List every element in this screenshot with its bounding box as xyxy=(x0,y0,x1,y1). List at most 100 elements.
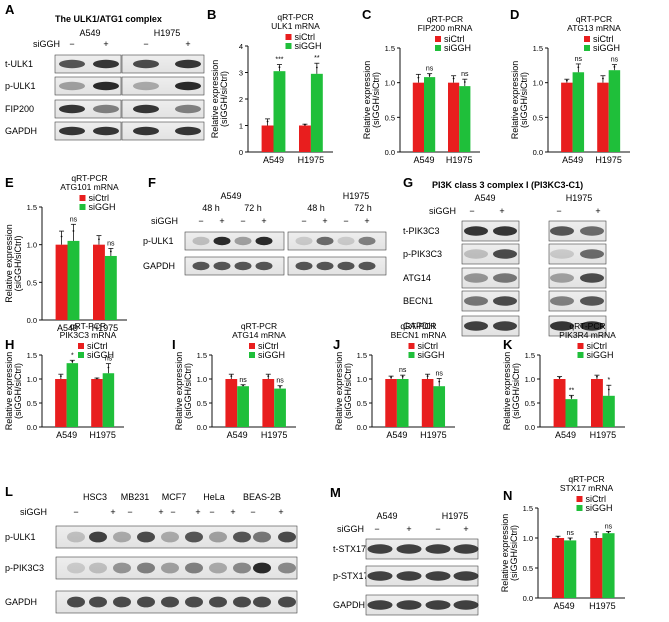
data-point xyxy=(71,360,74,363)
chart-title: qRT-PCR xyxy=(70,321,106,331)
legend-label: siCtrl xyxy=(418,341,439,351)
treatment-sign: + xyxy=(278,507,283,517)
x-tick-label: A549 xyxy=(386,430,407,440)
y-tick-label: 1.5 xyxy=(27,203,37,212)
legend-label: siCtrl xyxy=(586,494,607,504)
chart-subtitle: FIP200 mRNA xyxy=(418,23,473,33)
legend-label: siGGH xyxy=(593,43,620,53)
treatment-sign: + xyxy=(499,206,504,216)
blot-G: G PI3K class 3 complex I (PI3KC3-C1) A549 H… xyxy=(403,175,607,337)
y-tick-label: 1.5 xyxy=(525,351,535,360)
band xyxy=(93,59,119,69)
band xyxy=(67,531,85,543)
x-tick-label: A549 xyxy=(554,601,575,611)
y-axis-label: Relative expression xyxy=(510,61,520,140)
significance-mark: ns xyxy=(399,367,407,374)
blot-box xyxy=(548,220,607,242)
blot-box xyxy=(461,267,520,289)
band xyxy=(550,249,574,259)
significance-mark: *** xyxy=(275,57,283,64)
treatment-sign: − xyxy=(469,206,474,216)
band xyxy=(396,544,422,554)
treatment-sign: − xyxy=(209,507,214,517)
y-tick-label: 0.5 xyxy=(533,113,543,122)
bar-siCtrl xyxy=(553,379,566,427)
treatment-sign: + xyxy=(406,524,411,534)
x-tick-label: H1975 xyxy=(590,430,617,440)
data-point xyxy=(315,66,318,69)
treatment-sign: + xyxy=(158,507,163,517)
legend-label: siGGH xyxy=(258,350,285,360)
band xyxy=(580,273,604,283)
cell-line-label: A549 xyxy=(474,193,495,203)
bar-siCtrl xyxy=(385,379,397,427)
cell-line-label: H1975 xyxy=(343,191,370,201)
band xyxy=(550,296,574,306)
band xyxy=(425,544,451,554)
bar-siCtrl xyxy=(597,82,609,152)
treatment-sign: + xyxy=(595,206,600,216)
band xyxy=(93,81,119,91)
band-label: t-STX17 xyxy=(333,544,366,554)
band xyxy=(185,596,203,608)
band xyxy=(213,261,231,271)
band xyxy=(234,261,252,271)
treatment-sign: + xyxy=(230,507,235,517)
chart-title: qRT-PCR xyxy=(576,14,612,24)
y-axis-label: Relative expression xyxy=(362,61,372,140)
bar-siCtrl xyxy=(590,538,603,598)
band xyxy=(185,531,203,543)
blot-F: F A549 H1975 48 h 72 h 48 h 72 h siGGH − + − + − + − + p… xyxy=(143,175,387,276)
treatment-sign: − xyxy=(240,216,245,226)
band xyxy=(464,296,488,306)
band xyxy=(113,531,131,543)
data-point xyxy=(577,66,580,69)
legend-swatch xyxy=(249,352,255,358)
data-point xyxy=(426,375,429,378)
band xyxy=(59,59,85,69)
band xyxy=(192,236,210,246)
legend-swatch xyxy=(435,36,441,42)
data-point xyxy=(278,66,281,69)
data-point xyxy=(570,395,573,398)
band xyxy=(133,81,159,91)
band xyxy=(278,596,296,608)
band xyxy=(89,531,107,543)
blot-box xyxy=(54,54,122,74)
chart-subtitle: ULK1 mRNA xyxy=(271,21,320,31)
legend-label: siGGH xyxy=(587,350,614,360)
y-tick-label: 0.0 xyxy=(385,148,395,157)
blot-box xyxy=(121,76,205,96)
band xyxy=(67,596,85,608)
y-axis-label-unit: (siGGH/siCtrl) xyxy=(219,71,229,127)
legend-label: siGGH xyxy=(87,350,114,360)
data-point xyxy=(595,533,598,536)
band xyxy=(175,59,201,69)
band xyxy=(161,596,179,608)
treatment-sign: − xyxy=(374,524,379,534)
panel-letter: C xyxy=(362,7,372,22)
band-label: p-ULK1 xyxy=(5,532,36,542)
band xyxy=(367,571,393,581)
y-axis-label: Relative expression xyxy=(174,352,184,431)
cell-line-label: H1975 xyxy=(566,193,593,203)
y-tick-label: 1.0 xyxy=(197,375,207,384)
band xyxy=(67,562,85,574)
panel-letter: I xyxy=(172,337,176,352)
band xyxy=(59,126,85,136)
band xyxy=(234,236,252,246)
y-tick-label: 0.0 xyxy=(533,148,543,157)
significance-mark: ns xyxy=(566,530,574,537)
band xyxy=(358,236,376,246)
y-tick-label: 1.5 xyxy=(385,44,395,53)
treatment-sign: + xyxy=(195,507,200,517)
data-point xyxy=(565,79,568,82)
bar-siCtrl xyxy=(93,244,105,320)
chart-subtitle: STX17 mRNA xyxy=(560,483,614,493)
blot-box xyxy=(548,315,607,337)
